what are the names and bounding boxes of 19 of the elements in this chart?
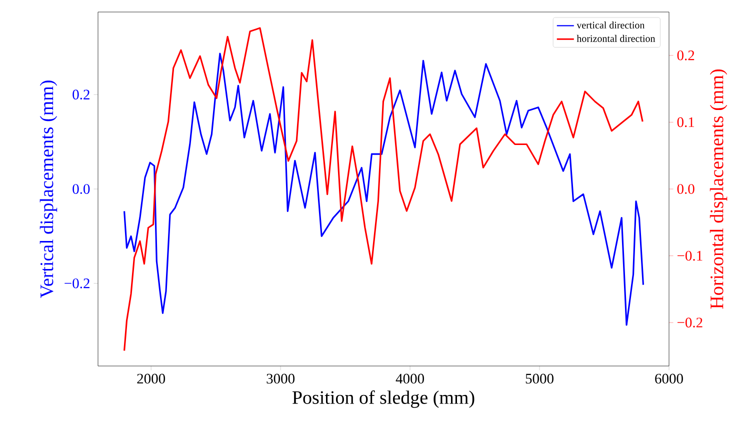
y2-tick-label: 0.1 <box>677 117 694 128</box>
y-tick-label: −0.2 <box>64 278 90 288</box>
y2-tick-label: 0.0 <box>677 184 694 194</box>
x-tick-label: 2000 <box>137 374 166 384</box>
x-tick-label: 3000 <box>266 374 295 384</box>
legend-label: horizontal direction <box>576 34 656 42</box>
y2-tick-label: 0.2 <box>677 50 694 60</box>
y2-axis-title: Horizontal displacements (mm) <box>710 69 728 309</box>
x-tick-label: 4000 <box>396 374 424 384</box>
x-axis-title: Position of sledge (mm) <box>292 390 474 408</box>
y-tick-label: 0.2 <box>72 90 90 100</box>
y-axis-title: Vertical displacements (mm) <box>40 80 58 298</box>
y2-tick-label: −0.1 <box>678 250 702 261</box>
x-tick-label: 6000 <box>655 374 683 384</box>
x-tick-label: 5000 <box>526 374 554 384</box>
line-series <box>123 52 644 326</box>
legend-label: vertical direction <box>576 21 645 29</box>
y2-tick-label: −0.2 <box>678 318 702 328</box>
y-tick-label: 0.0 <box>72 184 90 194</box>
